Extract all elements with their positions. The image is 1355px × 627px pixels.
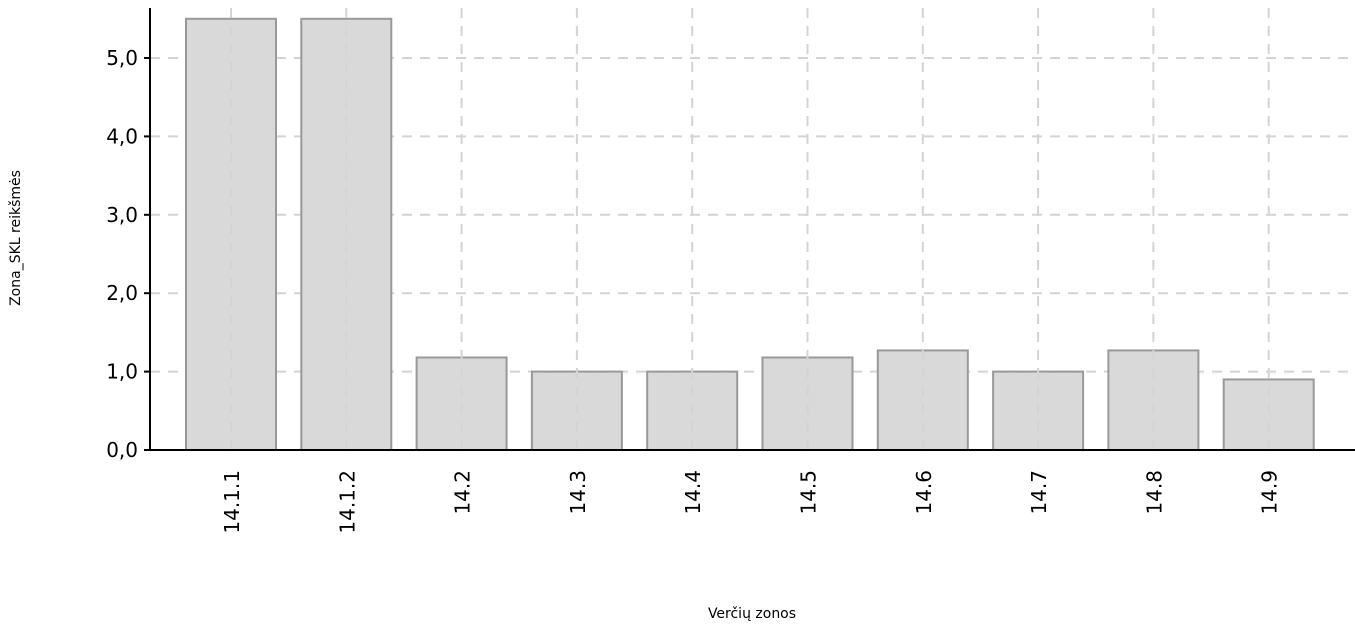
x-tick-label: 14.5 (797, 470, 821, 515)
x-tick-label: 14.9 (1258, 470, 1282, 515)
bar (185, 17, 277, 452)
y-tick-label: 0,0 (106, 438, 138, 462)
y-tick-labels: 0,0 1,0 2,0 3,0 4,0 5,0 (106, 46, 138, 462)
x-tick-label: 14.3 (566, 470, 590, 515)
axes (144, 8, 1355, 451)
x-tick-label: 14.4 (681, 470, 705, 515)
bars (185, 17, 1315, 452)
x-axis-title: Verčių zonos (708, 606, 796, 622)
y-tick-label: 1,0 (106, 360, 138, 384)
x-tick-label: 14.7 (1027, 470, 1051, 515)
x-tick-label: 14.2 (451, 470, 475, 515)
bar (876, 349, 969, 452)
y-tick-label: 2,0 (106, 281, 138, 305)
x-tick-label: 14.1.2 (335, 470, 359, 534)
y-tick-label: 3,0 (106, 203, 138, 227)
y-axis-title: Zona_SKL reikšmės (8, 170, 24, 306)
bar (300, 17, 393, 452)
x-tick-label: 14.8 (1142, 470, 1166, 515)
x-tick-label: 14.1.1 (220, 470, 244, 534)
x-tick-labels: 14.1.1 14.1.2 14.2 14.3 14.4 14.5 14.6 14.7 14.8… (220, 470, 1282, 534)
y-tick-label: 5,0 (106, 46, 138, 70)
x-tick-label: 14.6 (912, 470, 936, 515)
bar (1107, 349, 1200, 452)
y-tick-label: 4,0 (106, 124, 138, 148)
